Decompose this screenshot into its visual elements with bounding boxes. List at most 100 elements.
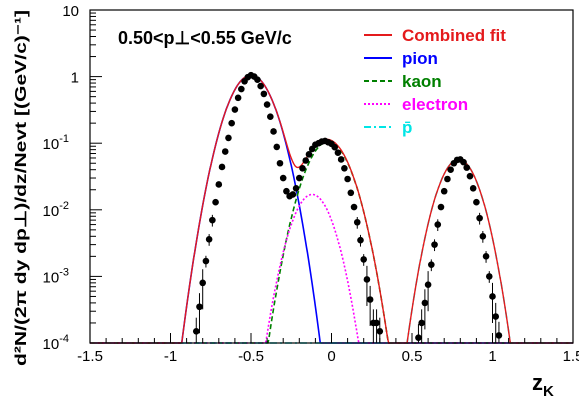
data-point bbox=[425, 281, 432, 288]
x-tick-label: 0.5 bbox=[402, 348, 423, 365]
y-tick-label: 10 bbox=[62, 3, 79, 20]
legend: Combined fit pion kaon electron p̄ bbox=[364, 26, 506, 137]
data-point bbox=[473, 199, 480, 206]
data-point bbox=[254, 76, 261, 83]
x-axis-title-main: z bbox=[532, 370, 543, 395]
data-point bbox=[270, 128, 277, 135]
data-point bbox=[209, 217, 216, 224]
data-point bbox=[273, 144, 280, 151]
fit-curve bbox=[90, 75, 573, 343]
data-point bbox=[261, 91, 268, 98]
data-point bbox=[228, 120, 235, 127]
data-point bbox=[193, 328, 200, 335]
y-tick-exponent: -2 bbox=[59, 200, 69, 212]
data-point bbox=[422, 300, 429, 307]
legend-label: electron bbox=[402, 95, 468, 114]
data-point bbox=[235, 95, 242, 102]
data-point bbox=[238, 86, 245, 93]
legend-label: p̄ bbox=[402, 118, 412, 137]
data-point bbox=[232, 106, 239, 113]
data-point bbox=[476, 215, 483, 222]
data-point bbox=[431, 241, 438, 248]
y-tick-label: 10-3 bbox=[43, 266, 69, 286]
data-point bbox=[212, 199, 219, 206]
data-point bbox=[377, 328, 384, 335]
pt-range-annotation: 0.50<p⊥<0.55 GeV/c bbox=[118, 28, 292, 48]
data-point bbox=[344, 176, 351, 183]
data-point bbox=[351, 204, 358, 211]
data-point bbox=[203, 258, 210, 265]
data-point bbox=[293, 185, 300, 192]
y-tick-label: 10-4 bbox=[43, 333, 69, 353]
data-point bbox=[302, 157, 309, 164]
y-axis-title: d²N/(2π dy dp⊥)/dz/Nevt [(GeV/c)⁻¹] bbox=[13, 10, 30, 366]
data-point bbox=[290, 191, 297, 198]
x-axis-title: zK bbox=[532, 370, 554, 400]
data-point bbox=[463, 164, 470, 171]
data-point bbox=[216, 181, 223, 188]
data-point bbox=[225, 135, 232, 142]
y-tick-label: 10-2 bbox=[43, 200, 69, 220]
data-point bbox=[222, 148, 229, 155]
data-point bbox=[470, 185, 477, 192]
data-point bbox=[338, 156, 345, 163]
data-point bbox=[354, 219, 361, 226]
data-point bbox=[299, 165, 306, 172]
data-point bbox=[335, 149, 342, 156]
legend-label: Combined fit bbox=[402, 26, 506, 45]
y-tick-label: 10-1 bbox=[43, 133, 69, 153]
data-point bbox=[341, 165, 348, 172]
x-tick-label: -1.5 bbox=[77, 348, 103, 365]
data-point bbox=[277, 160, 284, 167]
data-point bbox=[428, 261, 435, 268]
legend-label: kaon bbox=[402, 72, 442, 91]
data-point bbox=[460, 159, 467, 166]
y-tick-exponent: -4 bbox=[59, 333, 69, 345]
data-point bbox=[206, 236, 213, 243]
data-point bbox=[467, 173, 474, 180]
fit-curve bbox=[90, 195, 573, 344]
x-tick-label: 1.5 bbox=[563, 348, 579, 365]
data-point bbox=[483, 253, 490, 260]
legend-label: pion bbox=[402, 49, 438, 68]
x-tick-label: 0 bbox=[327, 348, 335, 365]
data-point bbox=[360, 256, 367, 263]
data-point bbox=[373, 320, 380, 327]
data-point bbox=[367, 296, 374, 303]
data-point bbox=[348, 189, 355, 196]
x-tick-label: -0.5 bbox=[238, 348, 264, 365]
fit-curve bbox=[90, 142, 573, 343]
y-tick-exponent: -3 bbox=[59, 266, 69, 278]
data-point bbox=[264, 101, 271, 108]
data-point bbox=[447, 166, 454, 173]
data-point bbox=[444, 176, 451, 183]
data-point bbox=[357, 237, 364, 244]
fit-curves bbox=[90, 75, 573, 343]
data-point bbox=[364, 276, 371, 283]
y-axis-ticks: 10 1 10-1 10-2 10-3 10-4 bbox=[43, 3, 102, 353]
data-point bbox=[418, 320, 425, 327]
data-point bbox=[257, 83, 264, 90]
data-point bbox=[480, 233, 487, 240]
x-axis-title-sub: K bbox=[543, 383, 554, 400]
x-tick-label: 1 bbox=[488, 348, 496, 365]
data-point bbox=[219, 164, 226, 171]
data-point bbox=[296, 175, 303, 182]
data-point bbox=[441, 188, 448, 195]
data-point bbox=[199, 280, 206, 287]
y-tick-label: 1 bbox=[71, 70, 79, 87]
x-axis-ticks: -1.5 -1 -0.5 0 0.5 1 1.5 bbox=[77, 333, 579, 365]
data-point bbox=[267, 113, 274, 120]
fit-curve bbox=[90, 160, 573, 344]
data-point bbox=[492, 313, 499, 320]
data-point bbox=[280, 175, 287, 182]
data-point bbox=[489, 293, 496, 300]
combined-fit-curve bbox=[90, 75, 573, 343]
data-point bbox=[196, 303, 203, 310]
y-tick-exponent: -1 bbox=[59, 133, 69, 145]
data-point bbox=[496, 332, 503, 339]
x-tick-label: -1 bbox=[164, 348, 177, 365]
data-point bbox=[486, 273, 493, 280]
data-point bbox=[438, 204, 445, 211]
